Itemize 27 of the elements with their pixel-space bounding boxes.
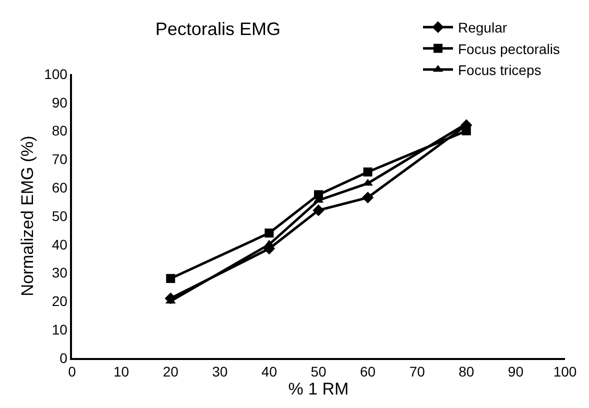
y-tick-label: 100 — [44, 66, 68, 82]
legend-label: Focus pectoralis — [458, 40, 560, 57]
y-tick-label: 40 — [52, 236, 68, 252]
x-tick-label: 70 — [409, 364, 426, 380]
x-tick-label: 30 — [212, 364, 228, 380]
legend-label: Focus triceps — [458, 62, 542, 78]
x-tick-label: 40 — [261, 364, 278, 380]
chart-title: Pectoralis EMG — [155, 18, 280, 39]
x-tick-label: 90 — [508, 364, 524, 380]
y-tick-label: 0 — [60, 350, 68, 366]
legend-label: Regular — [458, 20, 508, 36]
x-tick-label: 60 — [360, 364, 376, 380]
y-tick-label: 50 — [52, 208, 68, 224]
x-tick-label: 50 — [310, 364, 326, 380]
y-tick-label: 30 — [52, 264, 68, 281]
x-axis-title: % 1 RM — [288, 380, 349, 399]
y-tick-label: 20 — [52, 293, 68, 310]
x-tick-label: 80 — [458, 364, 474, 380]
y-tick-label: 70 — [52, 151, 68, 168]
y-tick-label: 80 — [52, 122, 68, 139]
y-axis-title: Normalized EMG (%) — [18, 136, 38, 296]
y-tick-label: 60 — [52, 180, 68, 196]
y-tick-label: 10 — [52, 322, 68, 338]
x-tick-label: 100 — [553, 364, 577, 380]
x-tick-label: 10 — [114, 364, 130, 380]
y-tick-label: 90 — [52, 94, 68, 110]
x-tick-label: 20 — [162, 364, 179, 380]
